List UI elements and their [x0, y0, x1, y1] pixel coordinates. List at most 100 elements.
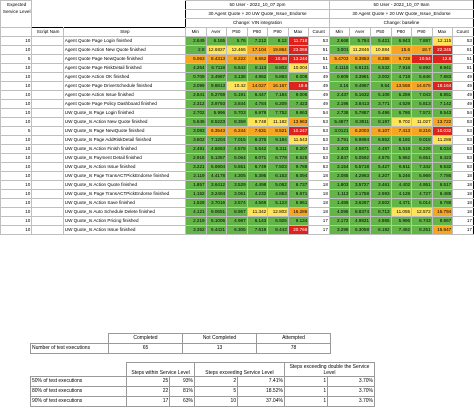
run2-p50-cell: 8.386	[370, 54, 392, 64]
run1-p90-cell: 16.167	[267, 81, 289, 91]
table-row: 10 Agent Quote Page Login finished 2.649 6.…	[0, 36, 474, 46]
run2-p50-cell: 4.497	[370, 144, 392, 154]
run1-average-column-header[interactable]: Aver	[205, 27, 228, 37]
run2-p90-cell: 10.54	[411, 54, 433, 64]
run2-max-cell: 9.532	[431, 162, 454, 172]
run2-p90-cell: 5.813	[411, 99, 433, 109]
sla-cell: 10	[0, 153, 33, 163]
table-row: 10 Agent Quote Page DriverSchedule finish…	[0, 81, 474, 91]
run1-p80-column-header[interactable]: P80	[246, 27, 269, 37]
run2-max-column-header[interactable]: Max	[431, 27, 454, 37]
run2-p80-cell: 15.6	[390, 45, 413, 55]
exceeding-percent-cell: 18.52%	[237, 386, 285, 397]
run2-p90-cell: 7.342	[411, 162, 433, 172]
run2-count-cell: 53	[452, 162, 474, 172]
run2-max-cell: 7.786	[431, 171, 454, 181]
run2-max-cell: 18.164	[431, 81, 454, 91]
run2-count-column-header[interactable]: Count	[452, 27, 474, 37]
sla-cell: 10	[0, 36, 33, 46]
table-row: 10 UW Quote_Is Action Issue finished 3.221…	[0, 162, 474, 172]
run2-p90-cell: 6.651	[411, 153, 433, 163]
run1-p50-cell: 7.015	[226, 135, 248, 145]
run2-max-cell: 10.032	[431, 126, 454, 136]
run2-min-cell: 5.4877	[328, 117, 351, 127]
script-name-cell	[31, 45, 64, 55]
run2-min-cell: 3.0121	[328, 126, 351, 136]
run1-p90-column-header[interactable]: P90	[267, 27, 289, 37]
table-bottom-border	[0, 234, 474, 237]
table-row: 10 UW Quote_Is Action Pricing finished 2.2…	[0, 216, 474, 226]
run2-average-column-header[interactable]: Aver	[349, 27, 372, 37]
summary-row: 50% of test executions 25 93% 2 7.41% 1 3.70%	[29, 376, 375, 387]
run2-average-cell: 3.6287	[349, 198, 372, 208]
run1-count-cell: 17	[308, 216, 330, 226]
run2-p80-cell: 5.996	[390, 216, 413, 226]
step-cell: UW Quote_Is Page AddRiskDetail finished	[62, 135, 187, 145]
run2-p50-cell: 6.532	[370, 63, 392, 73]
run1-p90-cell: 5.893	[267, 72, 289, 82]
run2-min-cell: 4.095	[328, 207, 351, 217]
script-name-column-header[interactable]: Script Nam	[31, 27, 64, 37]
run2-title: 50 User - 2022_10_07 9am	[328, 0, 474, 10]
run1-average-cell: 5.1357	[205, 153, 228, 163]
run1-count-cell: 51	[308, 63, 330, 73]
run1-p50-cell: 5.703	[226, 108, 248, 118]
run2-max-cell: 13.722	[431, 117, 454, 127]
run1-max-cell: 8.625	[287, 153, 310, 163]
run2-p50-cell: 10.884	[370, 45, 392, 55]
run1-average-cell: 6.165	[205, 36, 228, 46]
expected-service-level-header: Expected Service Level	[0, 0, 33, 28]
run2-p50-column-header[interactable]: P50	[370, 27, 392, 37]
within-count-cell: 22	[126, 386, 171, 397]
within-percent-cell: 63%	[169, 396, 195, 407]
run1-min-column-header[interactable]: Min	[185, 27, 207, 37]
run2-p80-cell: 13.558	[390, 81, 413, 91]
run2-p90-column-header[interactable]: P90	[411, 27, 433, 37]
run1-p50-column-header[interactable]: P50	[226, 27, 248, 37]
run1-average-cell: 8.4313	[205, 54, 228, 64]
run2-max-cell: 8.034	[431, 144, 454, 154]
run2-p90-cell: 11.027	[411, 117, 433, 127]
run1-subtitle: 30 Agent Quote + 20 UW Quote_Issue_Endor…	[185, 9, 330, 19]
run2-max-cell: 22.345	[431, 45, 454, 55]
run1-p80-cell: 7.212	[246, 36, 269, 46]
run2-average-cell: 4.9831	[349, 216, 372, 226]
run2-count-cell: 49	[452, 81, 474, 91]
step-cell: UW Quote_Is Page NewQuote finished	[62, 126, 187, 136]
run2-p50-cell: 5.421	[370, 36, 392, 46]
summary-row: 80% of test executions 22 81% 5 18.52% 1 3.70%	[29, 386, 375, 397]
run2-min-cell: 3.001	[328, 45, 351, 55]
run2-p90-cell: 12.572	[411, 207, 433, 217]
run2-average-cell: 3.1758	[349, 189, 372, 199]
run2-average-cell: 5.5718	[349, 162, 372, 172]
run2-min-column-header[interactable]: Min	[328, 27, 351, 37]
run2-p80-cell: 7.918	[390, 63, 413, 73]
run1-p80-cell: 17.104	[246, 45, 269, 55]
run1-min-cell: 5.645	[185, 117, 207, 127]
run1-count-column-header[interactable]: Count	[308, 27, 330, 37]
run2-p80-cell: 4.128	[390, 189, 413, 199]
run2-average-cell: 4.5871	[349, 144, 372, 154]
run1-max-column-header[interactable]: Max	[287, 27, 310, 37]
run2-min-cell: 1.113	[328, 189, 351, 199]
step-column-header[interactable]: Step	[62, 27, 187, 37]
sla-cell: 10	[0, 63, 33, 73]
run1-max-cell: 18.6	[287, 81, 310, 91]
run1-p80-cell: 6.979	[246, 108, 269, 118]
run1-average-cell: 6.4421	[205, 225, 228, 235]
run2-p50-cell: 3.461	[370, 180, 392, 190]
script-name-cell	[31, 108, 64, 118]
run1-count-cell: 51	[308, 54, 330, 64]
run2-p90-cell: 5.646	[411, 72, 433, 82]
step-cell: UW Quote_Is Action Finish finished	[62, 144, 187, 154]
sla-cell: 10	[0, 171, 33, 181]
table-row: 10 Agent Quote Page Policy Dashboard fini…	[0, 99, 474, 109]
run2-p50-cell: 6.182	[370, 225, 392, 235]
run2-count-cell: 53	[452, 153, 474, 163]
run1-p50-cell: 5.064	[226, 153, 248, 163]
sla-cell: 10	[0, 90, 33, 100]
run2-p90-cell: 8.251	[411, 225, 433, 235]
run2-p80-column-header[interactable]: P80	[390, 27, 413, 37]
run1-p50-cell: 6.244	[226, 126, 248, 136]
run1-p80-cell: 14.027	[246, 81, 269, 91]
